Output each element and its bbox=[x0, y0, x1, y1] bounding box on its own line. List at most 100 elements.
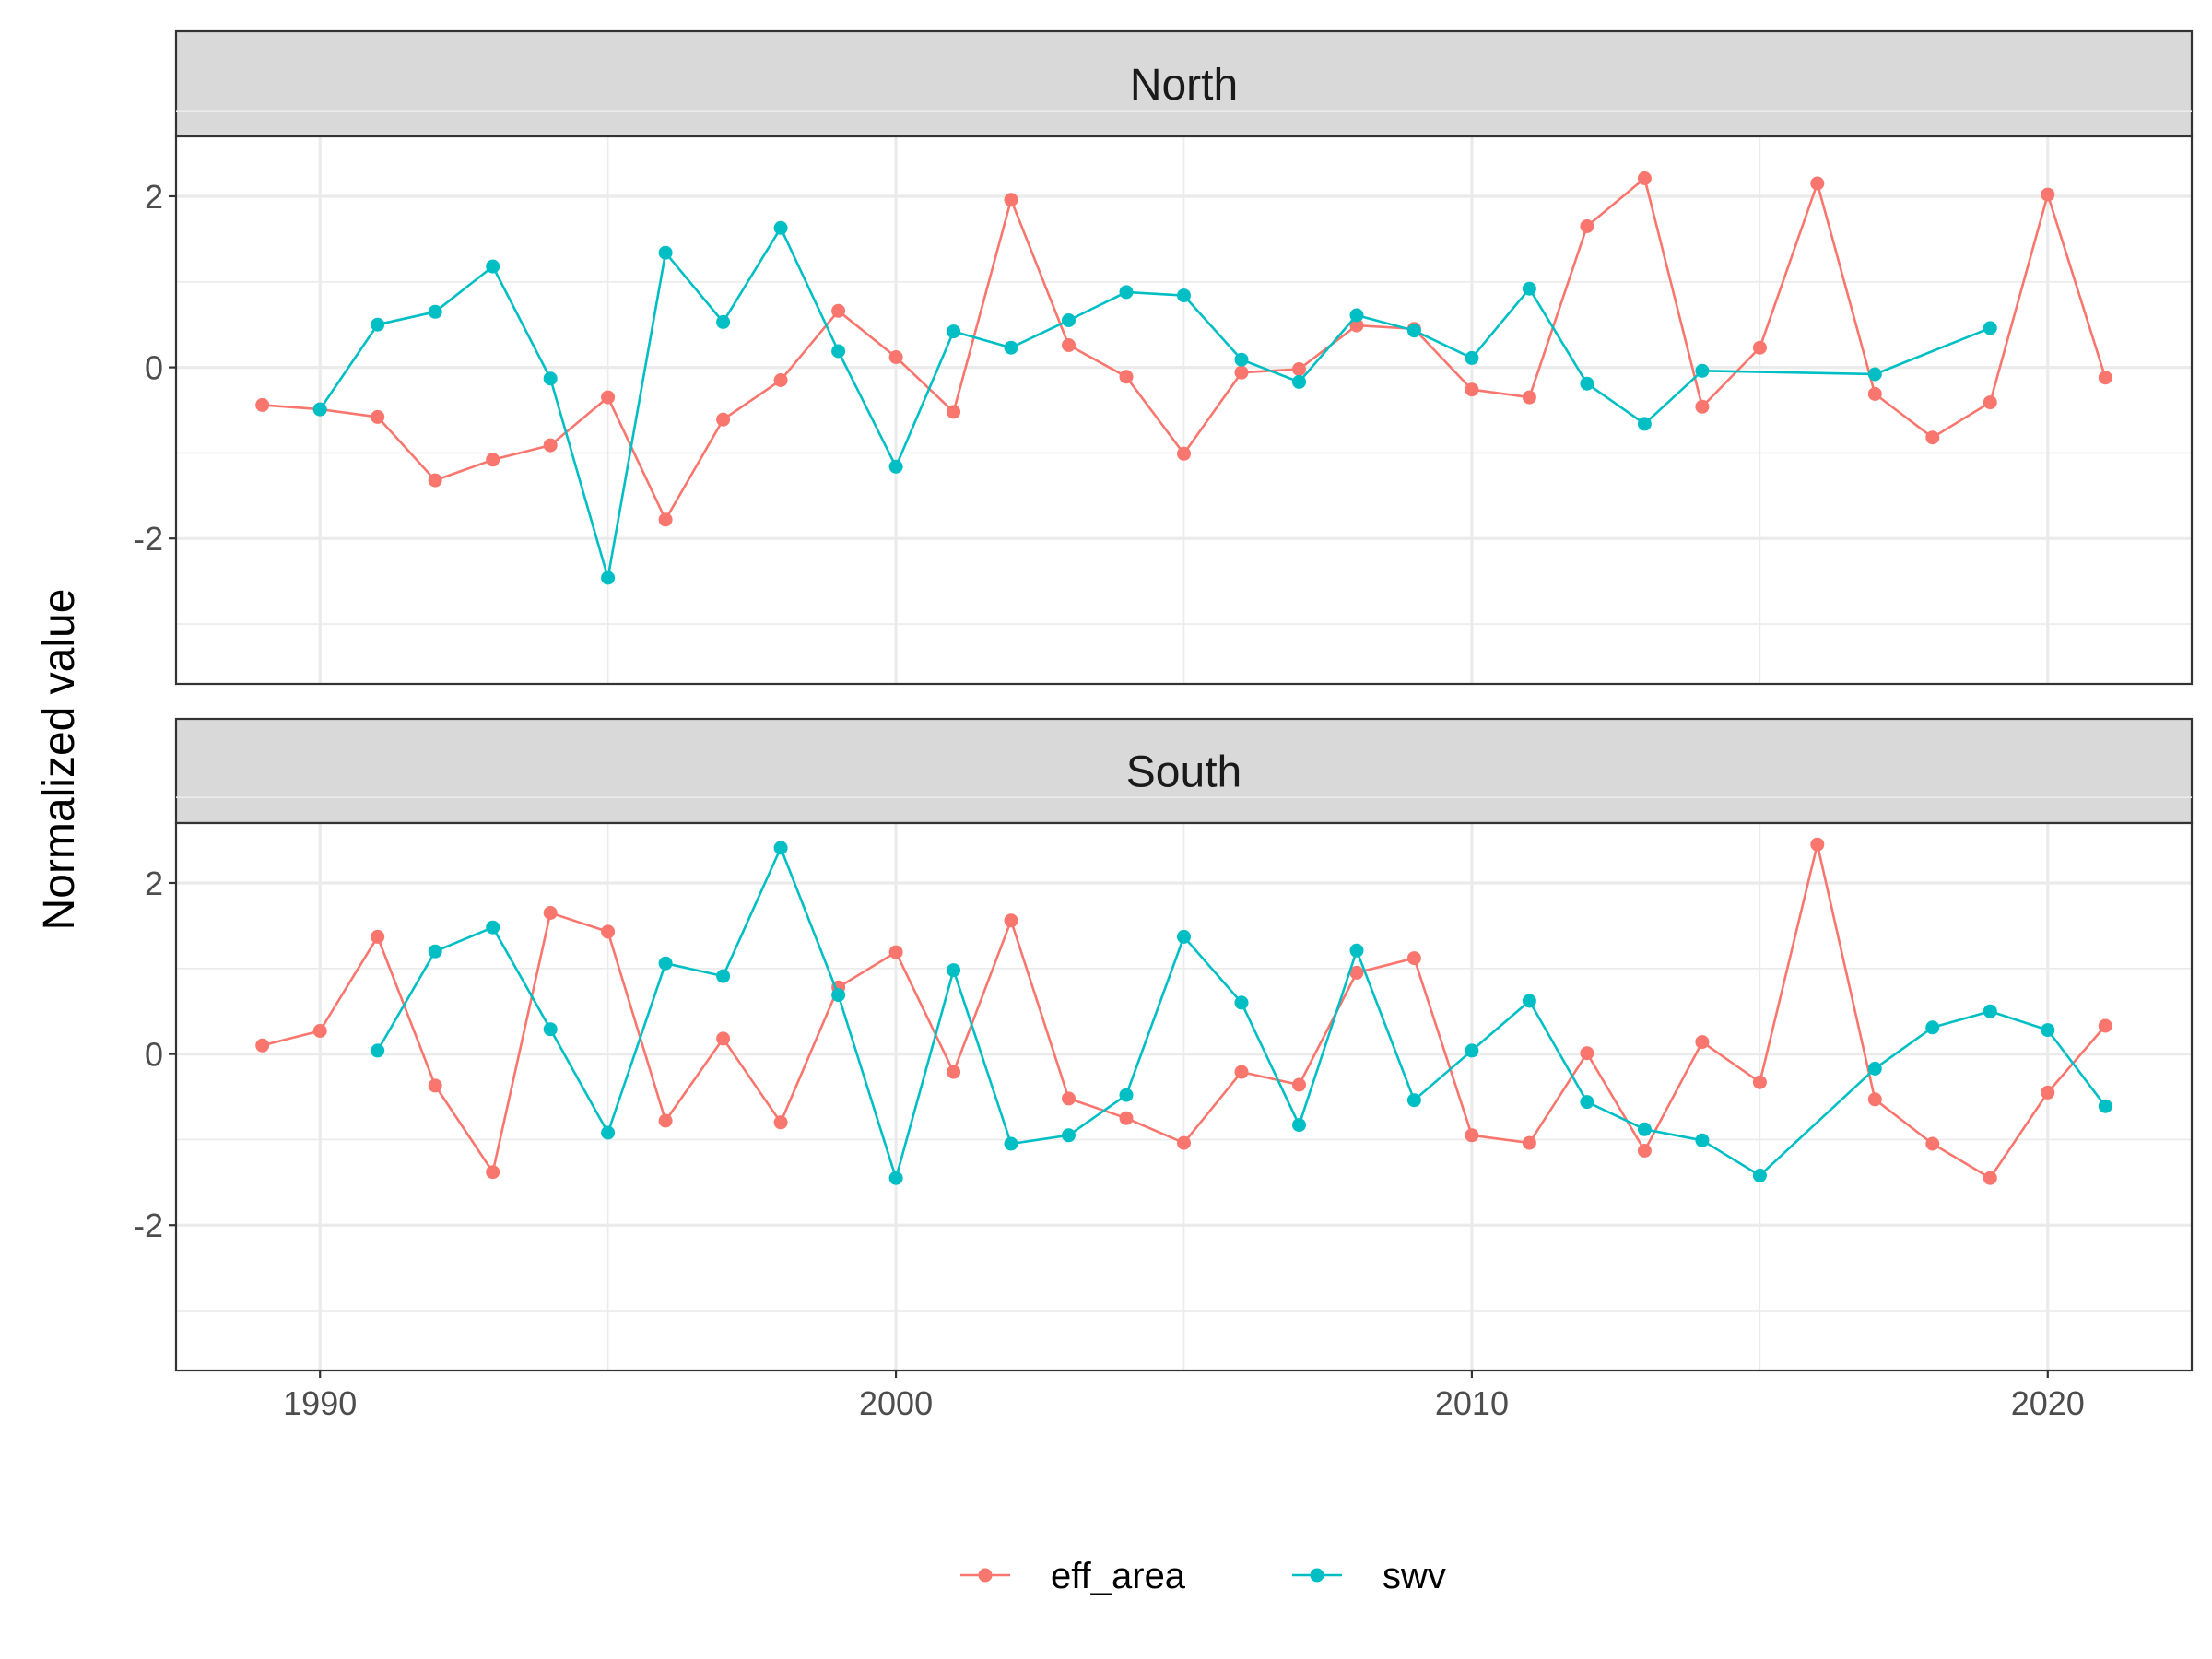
data-point-swv bbox=[1465, 350, 1479, 365]
facet-strip-label-south: South bbox=[1126, 748, 1241, 797]
data-point-eff_area bbox=[1234, 365, 1249, 380]
data-point-swv bbox=[1234, 352, 1249, 367]
data-point-swv bbox=[1062, 313, 1076, 327]
data-point-eff_area bbox=[1522, 1135, 1536, 1150]
data-point-swv bbox=[486, 259, 500, 274]
data-point-swv bbox=[601, 1125, 616, 1140]
y-tick-label: 2 bbox=[145, 865, 163, 902]
legend-key-point-swv bbox=[1310, 1568, 1324, 1583]
data-point-eff_area bbox=[1522, 390, 1536, 405]
legend: eff_area swv bbox=[960, 1556, 1446, 1596]
data-point-eff_area bbox=[601, 924, 616, 939]
data-point-swv bbox=[2041, 1023, 2055, 1038]
facet-south: South 2 0 -2 bbox=[134, 717, 2194, 1372]
data-point-swv bbox=[1292, 374, 1306, 389]
data-point-eff_area bbox=[658, 512, 673, 527]
data-point-eff_area bbox=[543, 906, 558, 920]
data-point-swv bbox=[1637, 417, 1652, 431]
data-point-eff_area bbox=[255, 397, 270, 412]
data-point-eff_area bbox=[1752, 340, 1767, 355]
legend-label-swv: swv bbox=[1382, 1556, 1446, 1596]
x-tick-label: 1990 bbox=[283, 1384, 357, 1422]
data-point-swv bbox=[658, 245, 673, 260]
legend-key-point-eff_area bbox=[978, 1568, 993, 1583]
data-point-eff_area bbox=[947, 405, 961, 419]
facet-strip-south bbox=[174, 717, 2194, 825]
facet-panels: North 2 0 -2 South 2 0 -2 bbox=[134, 29, 2194, 1372]
gridlines-north bbox=[176, 110, 2192, 684]
data-point-swv bbox=[371, 317, 385, 332]
facet-strip-label-north: North bbox=[1130, 61, 1238, 110]
data-point-swv bbox=[1522, 281, 1536, 296]
y-tick-label: 2 bbox=[145, 178, 163, 216]
facet-north: North 2 0 -2 bbox=[134, 29, 2194, 686]
series-swv-north bbox=[312, 220, 1997, 585]
data-point-eff_area bbox=[1177, 446, 1191, 461]
legend-label-eff_area: eff_area bbox=[1051, 1556, 1186, 1596]
data-point-eff_area bbox=[486, 453, 500, 467]
legend-item-swv: swv bbox=[1292, 1556, 1446, 1596]
data-point-swv bbox=[2098, 1099, 2112, 1113]
data-point-swv bbox=[1983, 321, 1997, 335]
data-point-swv bbox=[888, 1171, 903, 1185]
y-axis-north: 2 0 -2 bbox=[134, 178, 176, 558]
panel-border-north bbox=[174, 135, 2194, 686]
data-point-eff_area bbox=[1004, 913, 1018, 928]
data-point-eff_area bbox=[1406, 951, 1421, 966]
data-point-swv bbox=[1522, 994, 1536, 1008]
y-tick-label: 0 bbox=[145, 1036, 163, 1074]
data-point-swv bbox=[773, 841, 788, 855]
data-point-swv bbox=[1867, 367, 1882, 382]
data-point-swv bbox=[658, 956, 673, 971]
data-point-eff_area bbox=[1752, 1075, 1767, 1089]
data-point-swv bbox=[947, 324, 961, 339]
data-point-swv bbox=[1177, 288, 1191, 303]
data-point-swv bbox=[716, 314, 731, 329]
data-point-swv bbox=[1177, 929, 1191, 944]
data-point-eff_area bbox=[1234, 1065, 1249, 1079]
data-point-eff_area bbox=[1004, 193, 1018, 207]
data-point-swv bbox=[1465, 1043, 1479, 1058]
data-point-eff_area bbox=[1062, 338, 1076, 352]
data-point-swv bbox=[773, 220, 788, 235]
data-point-eff_area bbox=[312, 1024, 327, 1038]
data-point-swv bbox=[428, 944, 442, 959]
data-point-eff_area bbox=[543, 438, 558, 453]
data-point-eff_area bbox=[1292, 362, 1306, 376]
data-point-eff_area bbox=[831, 303, 846, 318]
data-point-swv bbox=[543, 371, 558, 386]
data-point-swv bbox=[1580, 376, 1594, 391]
data-point-swv bbox=[947, 963, 961, 978]
data-point-swv bbox=[543, 1022, 558, 1037]
data-point-eff_area bbox=[255, 1038, 270, 1053]
data-point-eff_area bbox=[716, 412, 731, 427]
data-point-swv bbox=[1406, 1093, 1421, 1108]
data-point-swv bbox=[1637, 1122, 1652, 1136]
data-point-swv bbox=[1695, 363, 1710, 378]
data-point-eff_area bbox=[947, 1065, 961, 1079]
data-point-swv bbox=[831, 988, 846, 1003]
data-point-swv bbox=[1349, 308, 1364, 323]
data-point-swv bbox=[312, 402, 327, 417]
data-point-eff_area bbox=[1062, 1091, 1076, 1106]
series-swv-south bbox=[371, 841, 2112, 1185]
data-point-eff_area bbox=[1695, 1035, 1710, 1050]
data-point-eff_area bbox=[428, 1078, 442, 1093]
data-point-eff_area bbox=[1580, 1046, 1594, 1061]
data-point-eff_area bbox=[1465, 1128, 1479, 1143]
data-point-eff_area bbox=[1983, 395, 1997, 410]
data-point-swv bbox=[1292, 1118, 1306, 1133]
series-line-swv bbox=[376, 846, 2107, 1180]
data-point-eff_area bbox=[888, 350, 903, 364]
x-axis: 1990 2000 2010 2020 bbox=[283, 1371, 2085, 1422]
data-point-eff_area bbox=[1637, 1144, 1652, 1158]
data-point-swv bbox=[1867, 1061, 1882, 1076]
data-point-swv bbox=[1119, 1088, 1134, 1102]
data-point-swv bbox=[371, 1043, 385, 1058]
data-point-swv bbox=[428, 304, 442, 319]
y-tick-label: -2 bbox=[134, 1206, 163, 1244]
data-point-eff_area bbox=[428, 473, 442, 488]
data-point-swv bbox=[1695, 1133, 1710, 1147]
data-point-swv bbox=[1234, 995, 1249, 1010]
